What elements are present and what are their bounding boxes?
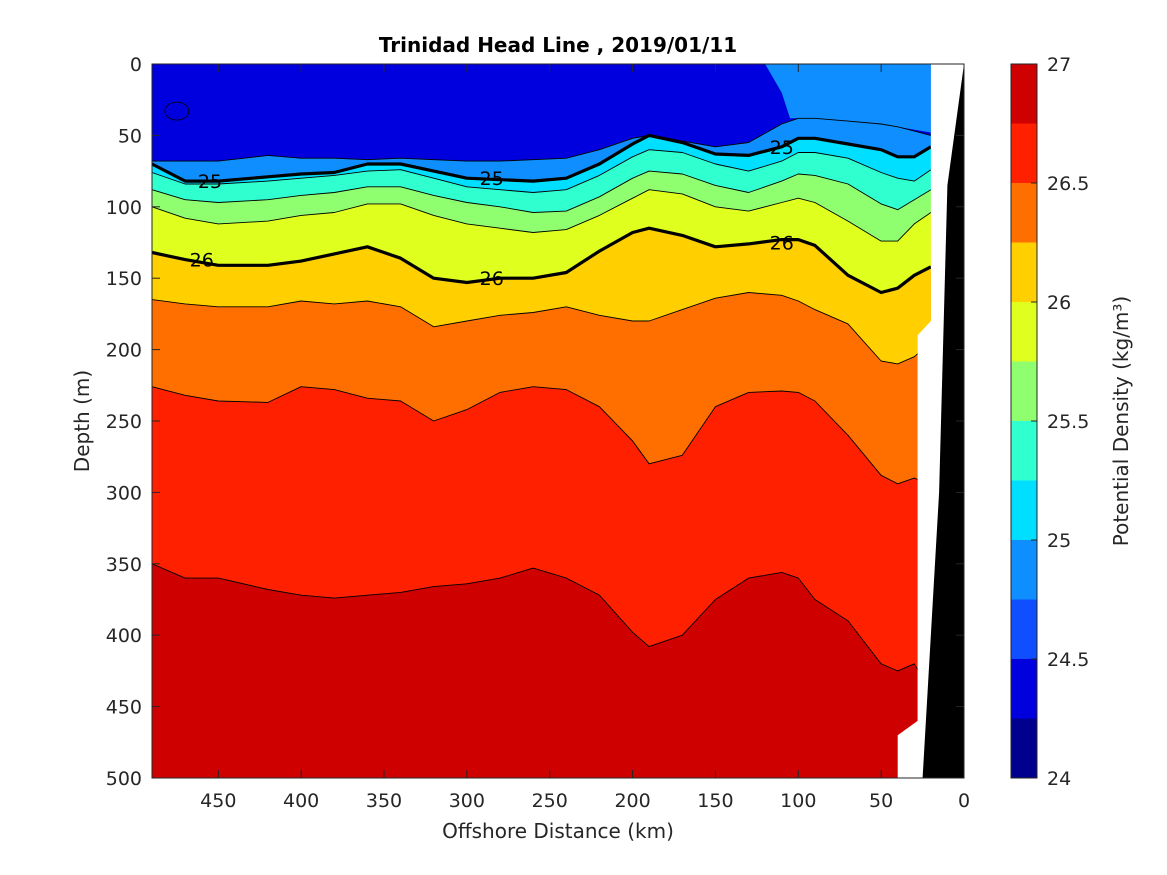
density-band-coastal (765, 64, 931, 133)
contour-label: 26 (770, 233, 794, 255)
colorbar-swatch (1011, 718, 1037, 778)
contour-lines (151, 117, 932, 693)
seafloor (922, 64, 964, 778)
colorbar-swatch (1011, 361, 1037, 421)
colorbar-label: Potential Density (kg/m³) (1109, 296, 1133, 547)
colorbar-tick-label: 25.5 (1047, 411, 1089, 433)
colorbar: 24 24.5 25 25.5 26 26.5 27 (1010, 54, 1089, 790)
colorbar-swatch (1011, 64, 1037, 124)
contour-line (151, 563, 932, 693)
y-tick-label: 0 (130, 54, 142, 76)
contour-labels: 25 25 25 26 26 26 (190, 137, 794, 290)
x-tick-label: 250 (532, 790, 568, 812)
contour-label: 25 (770, 137, 794, 159)
colorbar-tick-label: 26.5 (1047, 173, 1089, 195)
contour-label: 25 (198, 171, 222, 193)
contour-line (151, 292, 932, 365)
y-tick-label: 500 (106, 768, 142, 790)
contour-line-labeled (151, 226, 932, 295)
contour-line (152, 117, 932, 162)
colorbar-swatch (1011, 421, 1037, 481)
contour-label: 26 (480, 268, 504, 290)
y-tick-label: 300 (106, 482, 142, 504)
y-tick-label: 150 (106, 268, 142, 290)
colorbar-swatch (1011, 123, 1037, 183)
y-tick-label: 100 (106, 197, 142, 219)
contour-line (151, 149, 932, 193)
colorbar-swatch (1011, 183, 1037, 243)
colorbar-swatch (1011, 242, 1037, 302)
y-tick-label: 200 (106, 340, 142, 362)
x-tick-label: 450 (200, 790, 236, 812)
colorbar-tick-label: 24 (1047, 768, 1071, 790)
x-axis-label: Offshore Distance (km) (442, 819, 674, 843)
colorbar-swatch (1011, 599, 1037, 659)
x-tick-label: 150 (697, 790, 733, 812)
x-tick-label: 200 (614, 790, 650, 812)
contour-line (151, 386, 932, 486)
chart-title: Trinidad Head Line , 2019/01/11 (379, 33, 737, 57)
contour-label: 26 (190, 250, 214, 272)
x-tick-label: 100 (780, 790, 816, 812)
y-tick-label: 350 (106, 554, 142, 576)
colorbar-tick-label: 25 (1047, 530, 1071, 552)
contour-line (151, 189, 932, 242)
density-patch (164, 101, 190, 121)
bathymetry (897, 64, 964, 778)
colorbar-swatch (1011, 302, 1037, 362)
colorbar-tick-label: 27 (1047, 54, 1071, 76)
plot-area: 25 25 25 26 26 26 (151, 63, 965, 779)
density-bands (152, 64, 964, 778)
x-tick-label: 400 (283, 790, 319, 812)
colorbar-tick-label: 24.5 (1047, 649, 1089, 671)
y-tick-label: 250 (106, 411, 142, 433)
y-tick-label: 400 (106, 625, 142, 647)
contour-label: 25 (480, 168, 504, 190)
contour-line-labeled (151, 133, 932, 183)
contour-line (151, 170, 932, 213)
x-tick-label: 350 (366, 790, 402, 812)
x-axis-ticks: 450 400 350 300 250 200 150 100 50 0 (200, 64, 970, 812)
colorbar-swatch (1011, 540, 1037, 600)
y-axis-label: Depth (m) (70, 370, 94, 472)
x-tick-label: 0 (958, 790, 970, 812)
x-tick-label: 300 (449, 790, 485, 812)
y-tick-label: 50 (118, 125, 142, 147)
density-band (152, 64, 931, 162)
x-tick-label: 50 (869, 790, 893, 812)
colorbar-swatch (1011, 659, 1037, 719)
y-tick-label: 450 (106, 697, 142, 719)
y-axis-ticks: 0 50 100 150 200 250 300 350 400 450 500 (106, 54, 964, 790)
colorbar-swatch (1011, 480, 1037, 540)
colorbar-tick-label: 26 (1047, 292, 1071, 314)
